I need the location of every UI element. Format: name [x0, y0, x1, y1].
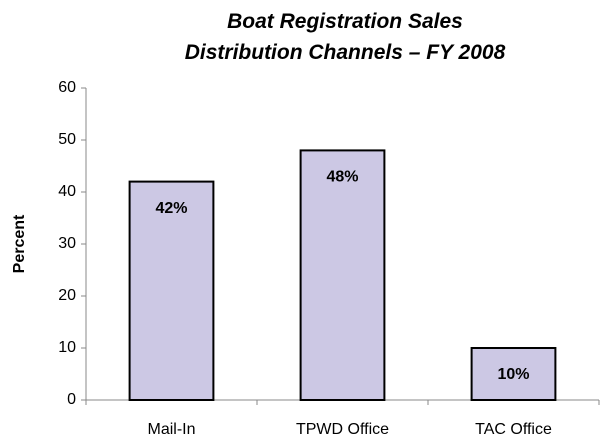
x-tick-label: Mail-In: [147, 421, 195, 438]
bar: [299, 149, 386, 401]
y-tick-label: 20: [58, 287, 76, 304]
y-tick-label: 10: [58, 339, 76, 356]
y-tick-label: 0: [67, 391, 76, 408]
y-tick-label: 30: [58, 235, 76, 252]
x-tick-label: TPWD Office: [296, 421, 389, 438]
y-tick-label: 40: [58, 183, 76, 200]
data-label: 48%: [326, 169, 358, 186]
data-label: 42%: [155, 200, 187, 217]
data-label: 10%: [497, 366, 529, 383]
chart-title: Boat Registration Sales Distribution Cha…: [184, 10, 506, 64]
x-tick-label: TAC Office: [475, 421, 552, 438]
bar: [470, 347, 557, 401]
y-tick-label: 60: [58, 79, 76, 96]
bar: [128, 180, 215, 401]
y-tick-label: 50: [58, 131, 76, 148]
y-axis-label: Percent: [11, 214, 28, 273]
